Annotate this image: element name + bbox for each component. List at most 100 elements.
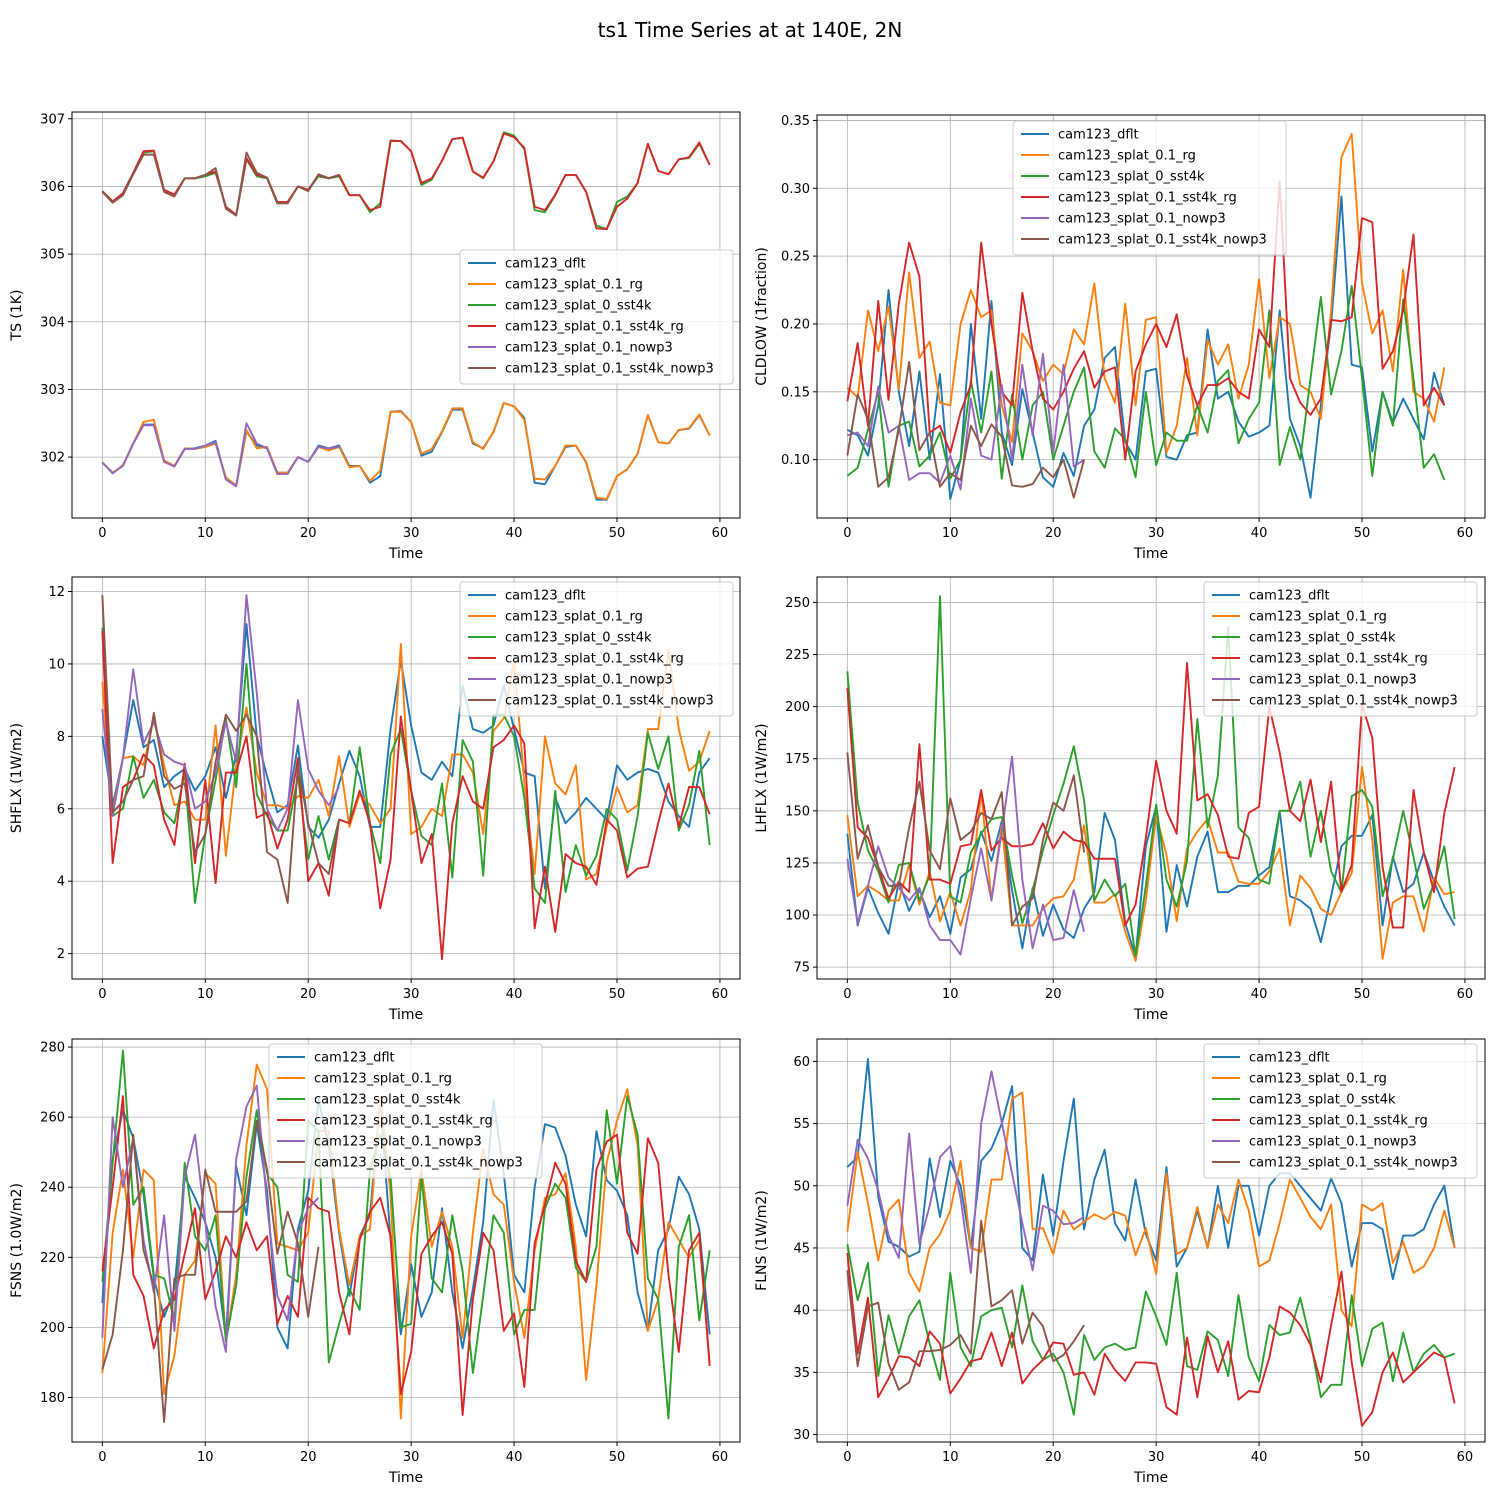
legend-entry: cam123_splat_0.1_nowp3 [1249,673,1417,688]
y-tick-label: 35 [793,1366,810,1381]
axes-frame [71,1038,741,1443]
x-tick-label: 30 [1148,987,1165,1002]
y-tick-label: 40 [793,1304,810,1319]
x-tick-label: 20 [300,987,317,1002]
x-tick-label: 0 [843,1450,851,1465]
y-tick-label: 250 [785,596,810,611]
x-tick-label: 40 [1251,987,1268,1002]
y-tick-label: 280 [40,1041,65,1056]
x-tick-label: 10 [197,1450,214,1465]
series-line-cam123_splat_0_sst4k [846,595,1456,958]
series-line-cam123_splat_0.1_sst4k_rg [101,631,711,961]
x-tick-label: 10 [197,987,214,1002]
series-line-cam123_splat_0.1_sst4k_nowp3 [101,1119,320,1423]
y-tick-label: 0.25 [781,250,810,265]
x-tick-label: 30 [403,526,420,541]
figure-title: ts1 Time Series at at 140E, 2N [598,18,903,42]
y-axis-label: TS (1K) [9,290,25,342]
y-tick-label: 0.15 [781,385,810,400]
x-tick-label: 30 [403,987,420,1002]
y-tick-label: 150 [785,804,810,819]
series-line-cam123_dflt [101,1098,711,1350]
y-tick-label: 0.35 [781,114,810,129]
legend-entry: cam123_splat_0.1_rg [1058,149,1196,164]
axes-frame [816,1038,1486,1443]
series-group-shflx [101,594,711,961]
legend-entry: cam123_splat_0.1_rg [1249,610,1387,625]
x-tick-label: 50 [609,1450,626,1465]
legend-entry: cam123_splat_0.1_sst4k_rg [505,320,684,335]
series-group-ts [101,131,711,501]
legend-box [268,1043,543,1179]
x-tick-label: 20 [1045,526,1062,541]
subplot-fsns: 0 10 20 30 40 50 60 180 200 220 240 260 280 Time FSNS … [9,1038,741,1486]
series-line-cam123_splat_0.1_rg [101,402,711,500]
legend-entry: cam123_splat_0.1_sst4k_nowp3 [505,694,714,709]
y-tick-label: 240 [40,1181,65,1196]
series-group-fsns [101,1049,711,1423]
legend-entry: cam123_splat_0.1_sst4k_nowp3 [314,1156,523,1171]
subplot-lhflx: 0 10 20 30 40 50 60 75 100 125 150 175 200 225 250 Time… [754,576,1486,1023]
axes-frame [71,111,741,519]
x-tick-label: 30 [1148,526,1165,541]
legend-entry: cam123_splat_0.1_sst4k_rg [1249,652,1428,667]
legend-entry: cam123_splat_0_sst4k [505,631,652,646]
y-tick-label: 0.10 [781,453,810,468]
legend-entry: cam123_splat_0_sst4k [1058,170,1205,185]
x-tick-label: 10 [942,1450,959,1465]
y-axis-label: CLDLOW (1fraction) [754,247,770,386]
y-tick-label: 8 [57,730,65,745]
x-axis-label: Time [1133,1470,1168,1486]
y-axis-label: FLNS (1W/m2) [754,1190,770,1291]
x-tick-label: 40 [506,987,523,1002]
x-tick-label: 10 [197,526,214,541]
x-tick-label: 0 [98,1450,106,1465]
legend-entry: cam123_splat_0.1_rg [1249,1072,1387,1087]
x-tick-label: 60 [1457,526,1474,541]
legend-entry: cam123_splat_0.1_sst4k_rg [314,1114,493,1129]
series-line-cam123_splat_0_sst4k [101,1049,711,1420]
legend-entry: cam123_splat_0.1_sst4k_rg [1058,191,1237,206]
x-tick-label: 20 [300,526,317,541]
legend-entry: cam123_splat_0.1_sst4k_nowp3 [1249,1156,1458,1171]
legend-entry: cam123_splat_0_sst4k [505,299,652,314]
series-line-cam123_dflt [846,195,1446,500]
legend-entry: cam123_splat_0.1_sst4k_nowp3 [1058,233,1267,248]
y-tick-label: 55 [793,1117,810,1132]
legend-entry: cam123_splat_0.1_sst4k_nowp3 [505,362,714,377]
x-tick-label: 20 [300,1450,317,1465]
legend-entry: cam123_splat_0.1_nowp3 [1058,212,1226,227]
x-tick-label: 40 [506,1450,523,1465]
series-line-cam123_splat_0.1_nowp3 [847,352,1085,491]
series-line-cam123_splat_0.1_sst4k_rg [846,1252,1456,1427]
series-line-cam123_splat_0.1_nowp3 [101,422,340,488]
series-line-cam123_splat_0.1_sst4k_nowp3 [101,595,341,904]
legend-box [1203,1043,1478,1179]
x-tick-label: 50 [1354,987,1371,1002]
axes-frame [816,576,1486,980]
x-axis-label: Time [388,1007,423,1023]
y-tick-label: 100 [785,909,810,924]
legend-entry: cam123_splat_0_sst4k [314,1093,461,1108]
series-line-cam123_splat_0.1_sst4k_nowp3 [846,752,1086,927]
y-tick-label: 305 [40,248,65,263]
y-tick-label: 2 [57,947,65,962]
y-axis-label: LHFLX (1W/m2) [754,723,770,832]
x-tick-label: 60 [712,1450,729,1465]
series-line-cam123_splat_0.1_nowp3 [101,594,340,832]
legend-entry: cam123_splat_0_sst4k [1249,1093,1396,1108]
legend-entry: cam123_splat_0.1_rg [314,1072,452,1087]
x-tick-label: 60 [712,526,729,541]
x-tick-label: 40 [1251,1450,1268,1465]
legend-box [1203,581,1478,717]
legend-entry: cam123_splat_0.1_nowp3 [1249,1135,1417,1150]
x-tick-label: 0 [843,987,851,1002]
y-tick-label: 200 [40,1321,65,1336]
x-axis-label: Time [1133,546,1168,562]
legend-entry: cam123_splat_0.1_nowp3 [505,341,673,356]
x-tick-label: 0 [98,526,106,541]
series-line-cam123_splat_0.1_sst4k_nowp3 [101,151,340,217]
series-line-cam123_splat_0.1_nowp3 [846,1070,1085,1274]
x-tick-label: 40 [506,526,523,541]
legend-entry: cam123_dflt [505,257,586,272]
